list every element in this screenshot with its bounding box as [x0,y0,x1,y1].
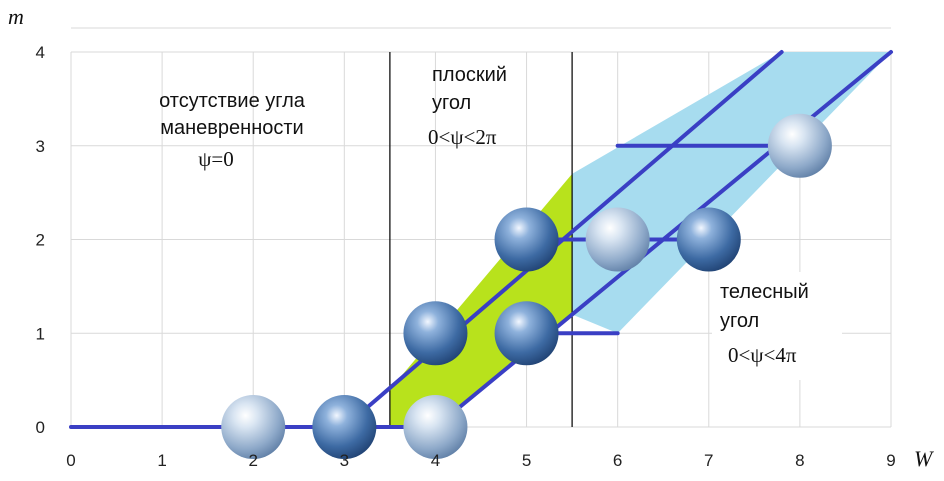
x-tick-2: 2 [248,451,257,470]
x-tick-8: 8 [795,451,804,470]
x-tick-0: 0 [66,451,75,470]
x-tick-7: 7 [704,451,713,470]
point-3-0 [312,395,377,459]
y-tick-2: 2 [36,231,45,250]
annotation-plane-angle-line-2: угол [432,92,471,114]
annotation-solid-angle-line-1: телесный [720,281,809,303]
annotation-plane-angle-line-1: плоский [432,64,507,86]
points [221,113,832,459]
x-tick-6: 6 [613,451,622,470]
point-4-1 [403,301,468,366]
y-tick-labels: 0 1 2 3 4 [36,43,45,437]
x-tick-1: 1 [157,451,166,470]
annotation-solid-angle: телесный угол 0<ψ<4π [712,272,842,380]
x-tick-5: 5 [522,451,531,470]
point-5-2 [494,207,559,272]
annotation-no-angle: отсутствие угла маневренности ψ=0 [159,90,306,171]
annotation-no-angle-line-3: ψ=0 [198,147,234,171]
annotation-no-angle-line-2: маневренности [160,117,303,139]
annotation-solid-angle-line-2: угол [720,310,759,332]
annotation-solid-angle-background [712,272,842,380]
point-5-1 [494,301,559,366]
x-axis-label: W [914,446,934,471]
x-tick-labels: 0 1 2 3 4 5 6 7 8 9 [66,451,895,470]
x-tick-3: 3 [340,451,349,470]
y-axis-label: m [8,4,24,29]
point-6-2 [585,207,650,272]
x-tick-4: 4 [431,451,440,470]
annotation-plane-angle-line-3: 0<ψ<2π [428,125,497,149]
y-tick-4: 4 [36,43,45,62]
annotation-no-angle-line-1: отсутствие угла [159,90,306,112]
point-2-0 [221,395,286,459]
annotation-solid-angle-line-3: 0<ψ<4π [728,343,797,367]
x-tick-9: 9 [886,451,895,470]
annotation-plane-angle: плоский угол 0<ψ<2π [428,64,507,149]
point-8-3 [767,113,832,178]
y-tick-0: 0 [36,418,45,437]
point-4-0 [403,395,468,459]
y-tick-1: 1 [36,324,45,343]
point-7-2 [676,207,741,272]
y-tick-3: 3 [36,137,45,156]
